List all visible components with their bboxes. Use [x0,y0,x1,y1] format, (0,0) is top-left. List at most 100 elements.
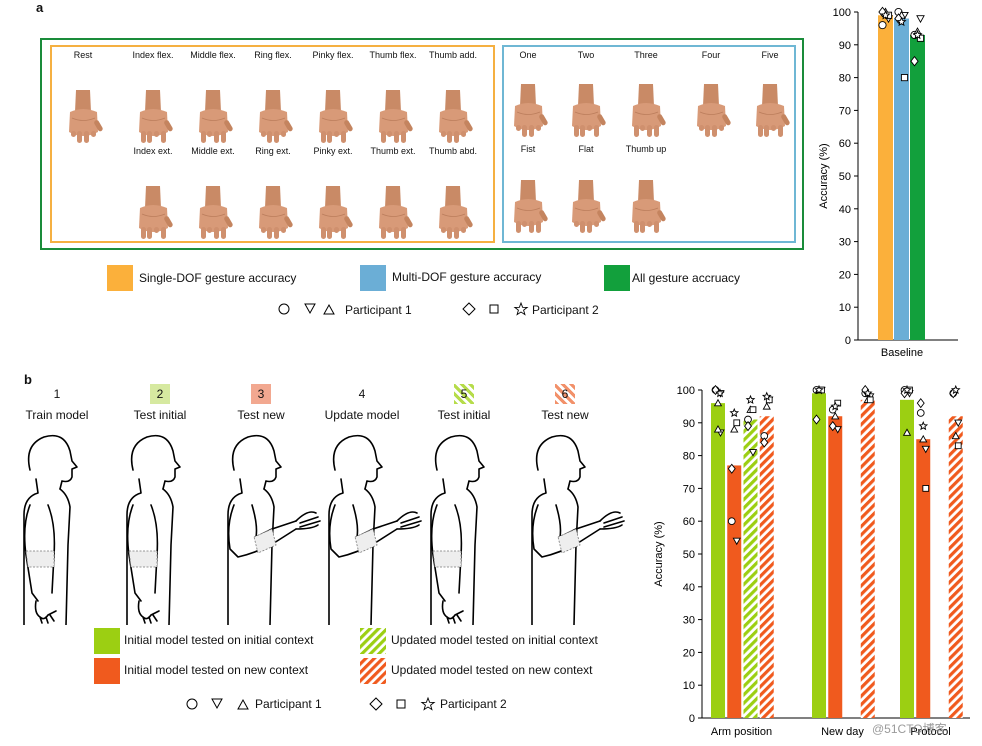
participant-markers-b [186,696,436,711]
hand-photo-icon [139,90,173,143]
person-arm-icon [328,434,422,625]
square-data-point [749,406,757,414]
bar-points-2-0 [900,384,914,436]
single-dof-gesture-label: Ring ext. [255,146,291,156]
bar-1-3 [860,399,875,718]
step-number-badge: 6 [555,384,575,404]
y-tick-label: 20 [839,269,851,281]
step-number-badge: 4 [358,387,366,401]
circle-data-point [727,517,736,526]
hand-photo-icon [379,186,413,239]
step-number-badge: 1 [53,387,61,401]
y-axis: 0 10 20 30 40 50 60 70 80 90 100 [677,385,703,725]
star-marker-icon [420,696,436,711]
person-arm-icon [531,434,625,625]
star-data-point [896,16,907,27]
star-data-point [862,388,873,398]
diamond-data-point [744,420,752,432]
legend-single-swatch [107,265,133,291]
single-dof-gesture-label: Ring flex. [254,50,292,60]
step-number-badge: 5 [454,384,474,404]
multi-dof-gesture-label: Four [701,50,721,60]
y-tick-label: 50 [683,549,695,561]
chart-baseline: 0 10 20 30 40 50 60 70 80 90 100 Accuracy (%) Baseli… [818,6,958,359]
star-data-point [918,421,929,431]
legend-init-new-swatch [94,658,120,684]
bar-0-0 [711,403,725,718]
hand-photo-icon [514,84,548,137]
legend-upd-new-swatch [360,658,386,684]
star-data-point [715,388,725,398]
tri-up-marker-icon [237,698,249,710]
single-dof-frame [50,45,495,243]
bar-points-1-1 [828,399,842,434]
y-tick-label: 100 [677,385,695,397]
x-category-label: Baseline [881,347,923,359]
hand-photo-icon [259,186,293,239]
square-data-point [916,34,925,42]
hand-photo-icon [632,180,666,233]
y-tick-label: 80 [839,73,851,85]
star-data-point [814,384,824,395]
single-dof-gesture-label: Thumb ext. [370,146,416,156]
circle-data-point [878,21,887,30]
tri-up-marker-icon [323,303,335,315]
bar-1 [894,18,909,341]
square-data-point [922,485,930,492]
tri-down-data-point [833,426,842,434]
single-dof-gesture-label: Pinky flex. [312,50,354,60]
y-tick-label: 60 [839,138,851,150]
single-dof-gesture-label: Middle ext. [191,146,235,156]
watermark: @51CTO博客 [872,722,947,736]
bar-points-1-0 [812,384,826,425]
tri-down-data-point [732,537,741,546]
y-tick-label: 80 [683,451,695,463]
hand-photo-icon [756,84,790,137]
step-title: Test new [541,408,589,422]
bar-0-3 [759,416,774,718]
participant-2-label-a: Participant 2 [532,303,599,317]
bar-points-0-3 [760,391,774,448]
multi-dof-gesture-label: Five [761,50,779,60]
single-dof-gesture-label: Index ext. [133,146,173,156]
bar-2-3 [948,416,963,718]
tri-up-data-point [713,398,723,407]
multi-dof-gesture-label: Two [577,50,595,60]
star-data-point [745,394,756,404]
tri-up-data-point [713,425,723,433]
panel-a-letter: a [36,0,44,15]
tri-down-marker-icon [211,698,223,710]
chart-contexts: 0 10 20 30 40 50 60 70 80 90 100 Accuracy (%) Arm po… [653,384,970,738]
step-title: Test initial [437,408,491,422]
hand-photo-icon [199,90,233,143]
bar-points-0-2 [744,394,758,457]
step-title: Update model [324,408,400,422]
y-tick-label: 90 [683,418,695,430]
square-data-point [900,74,909,82]
person-arm-icon [23,434,78,625]
legend-single-label: Single-DOF gesture accuracy [139,271,297,285]
step-title: Train model [25,408,89,422]
star-marker-icon [513,301,529,316]
diamond-data-point [910,55,919,67]
tri-up-data-point [730,425,739,433]
star-data-point [902,384,912,395]
square-data-point [954,442,962,450]
star-data-point [761,391,772,401]
tri-down-data-point [748,449,758,457]
tri-up-data-point [831,411,840,420]
legend-upd-init-label: Updated model tested on initial context [391,633,598,647]
single-dof-gesture-label: Pinky ext. [313,146,353,156]
tri-down-marker-icon [304,303,316,315]
star-data-point [912,29,923,40]
single-dof-gesture-label: Thumb abd. [428,146,478,156]
hand-photo-icon [572,180,606,233]
hand-photo-icon [319,186,353,239]
bar-points-0 [878,6,893,30]
person-arm-icon [227,434,321,625]
hand-photo-icon [69,90,103,143]
y-tick-label: 0 [689,713,695,725]
legend-hatched-swatches [360,628,386,684]
y-axis-label: Accuracy (%) [653,521,665,586]
participant-2-label-b: Participant 2 [440,697,507,711]
